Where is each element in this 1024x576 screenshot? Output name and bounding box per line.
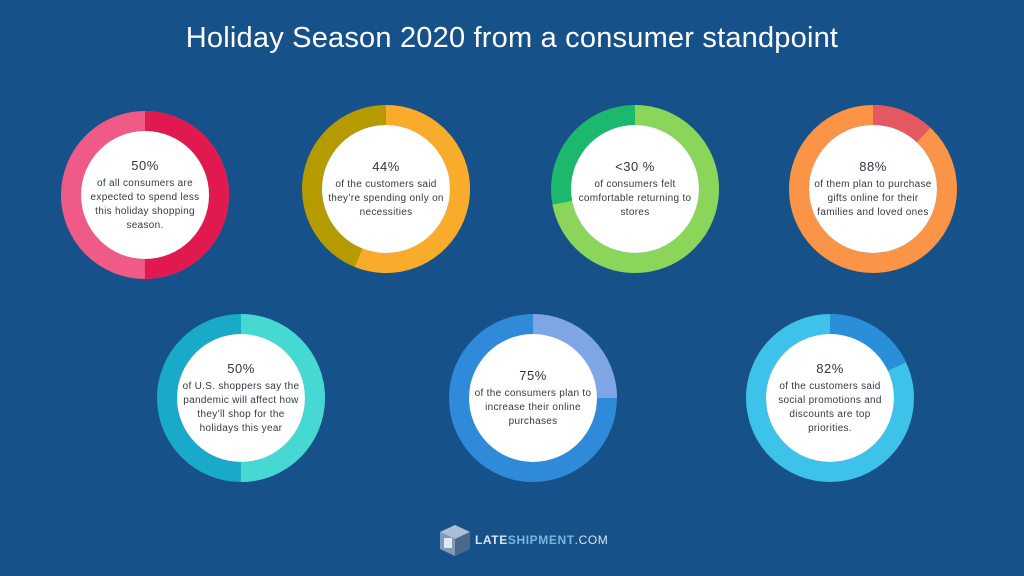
logo-text-shipment: SHIPMENT [507,533,575,547]
stat-circle-gifts-online: 88% of them plan to purchase gifts onlin… [788,104,958,274]
stat-content: 82% of the customers said social promoti… [766,334,894,462]
brand-logo: LATE SHIPMENT .COM [437,522,608,558]
progress-ring [157,314,325,482]
logo-text-late: LATE [475,533,508,547]
stat-content: 75% of the consumers plan to increase th… [469,334,597,462]
ring-segment [61,111,229,279]
stat-description: of U.S. shoppers say the pandemic will a… [182,380,300,434]
progress-ring [551,105,719,273]
stat-percent: 44% [372,158,400,174]
stat-description: of all consumers are expected to spend l… [90,177,200,231]
stat-percent: 50% [131,157,159,173]
ring-segment [789,105,957,273]
stat-circle-online-purchases: 75% of the consumers plan to increase th… [448,313,618,483]
logo-text-com: .COM [574,533,609,547]
stat-circle-spend-less: 50% of all consumers are expected to spe… [60,110,230,280]
stat-content: 50% of U.S. shoppers say the pandemic wi… [177,334,305,462]
stat-circle-social-promotions: 82% of the customers said social promoti… [745,313,915,483]
ring-segment [449,314,617,482]
stat-percent: 82% [816,360,844,376]
stat-percent: 88% [859,158,887,174]
stat-content: 50% of all consumers are expected to spe… [81,131,209,259]
progress-ring [789,105,957,273]
ring-segment [746,314,914,482]
stat-percent: 50% [227,360,255,376]
stat-content: <30 % of consumers felt comfortable retu… [571,125,699,253]
stat-circle-returning-stores: <30 % of consumers felt comfortable retu… [550,104,720,274]
progress-ring [746,314,914,482]
stat-content: 44% of the customers said they’re spendi… [322,125,450,253]
stat-description: of the consumers plan to increase their … [474,387,592,427]
progress-ring [449,314,617,482]
ring-segment [551,105,719,273]
box-icon [440,525,470,556]
stat-description: of consumers felt comfortable returning … [578,178,692,218]
stat-percent: <30 % [615,158,655,174]
infographic-title: Holiday Season 2020 from a consumer stan… [185,22,839,54]
progress-ring [61,111,229,279]
stat-percent: 75% [519,367,547,383]
stat-content: 88% of them plan to purchase gifts onlin… [809,125,937,253]
ring-segment [302,105,470,273]
stat-circle-necessities: 44% of the customers said they’re spendi… [301,104,471,274]
stat-description: of the customers said they’re spending o… [328,178,444,218]
ring-segment [157,314,325,482]
progress-ring [302,105,470,273]
stat-description: of them plan to purchase gifts online fo… [814,178,932,218]
stat-description: of the customers said social promotions … [778,380,882,434]
stat-circle-pandemic-shopping: 50% of U.S. shoppers say the pandemic wi… [156,313,326,483]
